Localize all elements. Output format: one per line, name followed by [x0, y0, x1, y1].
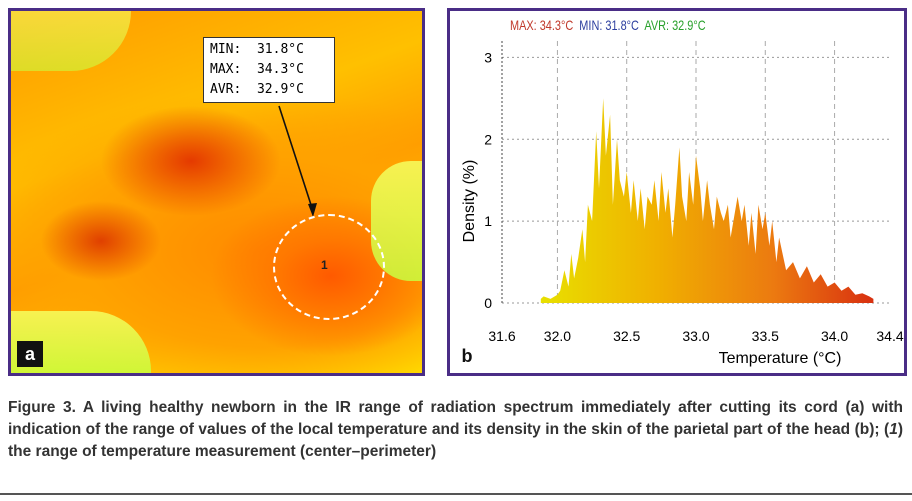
- thermogram-panel: MIN: 31.8°C MAX: 34.3°C AVR: 32.9°C 1 a: [8, 8, 425, 376]
- density-chart: 0 1 2 3 31.6 32.0 32.5 33.0 33.5 34.0 34.4 Density…: [461, 41, 904, 367]
- bottom-rule: [0, 493, 912, 495]
- spot-label: 1: [321, 258, 328, 272]
- legend-min: MIN: 31.8°C: [579, 17, 639, 33]
- pointer-arrow: [278, 105, 317, 217]
- y-axis-label: Density (%): [461, 160, 478, 243]
- x-tick-label: 31.6: [488, 328, 515, 344]
- y-tick-label: 0: [484, 295, 492, 311]
- x-tick-label: 32.5: [613, 328, 640, 344]
- legend-max: MAX: 34.3°C: [510, 17, 574, 33]
- figure-caption: Figure 3. A living healthy newborn in th…: [8, 397, 903, 463]
- measurement-circle: [273, 214, 385, 320]
- panel-label: a: [17, 341, 43, 367]
- y-tick-label: 2: [484, 131, 492, 147]
- avr-readout: AVR: 32.9°C: [210, 82, 304, 97]
- caption-number: 1: [889, 421, 898, 438]
- caption-text-end: ) the range of temperature measurement (…: [8, 421, 903, 460]
- x-tick-label: 33.0: [682, 328, 709, 344]
- legend-avr: AVR: 32.9°C: [644, 17, 706, 33]
- max-readout: MAX: 34.3°C: [210, 62, 304, 77]
- temperature-readout-box: MIN: 31.8°C MAX: 34.3°C AVR: 32.9°C: [203, 37, 335, 103]
- y-tick-label: 1: [484, 213, 492, 229]
- y-tick-label: 3: [484, 49, 492, 65]
- x-tick-label: 33.5: [752, 328, 779, 344]
- panel-label: b: [461, 346, 473, 366]
- caption-text: Figure 3. A living healthy newborn in th…: [8, 399, 903, 438]
- x-axis-label: Temperature (°C): [719, 350, 842, 367]
- min-readout: MIN: 31.8°C: [210, 42, 304, 57]
- x-tick-label: 32.0: [544, 328, 571, 344]
- x-tick-label: 34.4: [876, 328, 903, 344]
- chart-legend: MAX: 34.3°C MIN: 31.8°C AVR: 32.9°C: [510, 17, 706, 33]
- histogram-panel: MAX: 34.3°C MIN: 31.8°C AVR: 32.9°C 0 1 2 3…: [447, 8, 907, 376]
- density-area: [540, 98, 874, 303]
- x-tick-label: 34.0: [821, 328, 848, 344]
